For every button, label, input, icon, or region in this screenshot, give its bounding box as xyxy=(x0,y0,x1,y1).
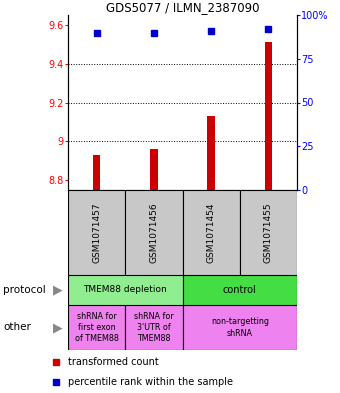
Text: transformed count: transformed count xyxy=(68,357,159,367)
Text: ▶: ▶ xyxy=(53,283,63,296)
Bar xyxy=(207,116,215,190)
Text: GSM1071456: GSM1071456 xyxy=(149,202,158,263)
Bar xyxy=(125,305,183,350)
Bar xyxy=(183,275,297,305)
Bar xyxy=(150,149,158,190)
Bar xyxy=(183,305,297,350)
Bar xyxy=(125,190,183,275)
Text: TMEM88 depletion: TMEM88 depletion xyxy=(83,285,167,294)
Text: non-targetting
shRNA: non-targetting shRNA xyxy=(211,318,269,338)
Text: other: other xyxy=(3,323,31,332)
Bar xyxy=(265,42,272,190)
Bar xyxy=(68,190,125,275)
Text: GSM1071454: GSM1071454 xyxy=(207,202,216,263)
Bar xyxy=(68,275,183,305)
Text: ▶: ▶ xyxy=(53,321,63,334)
Text: shRNA for
3'UTR of
TMEM88: shRNA for 3'UTR of TMEM88 xyxy=(134,312,174,343)
Text: GSM1071457: GSM1071457 xyxy=(92,202,101,263)
Text: percentile rank within the sample: percentile rank within the sample xyxy=(68,377,233,387)
Title: GDS5077 / ILMN_2387090: GDS5077 / ILMN_2387090 xyxy=(106,1,259,14)
Bar xyxy=(68,305,125,350)
Bar xyxy=(183,190,240,275)
Text: protocol: protocol xyxy=(3,285,46,295)
Text: shRNA for
first exon
of TMEM88: shRNA for first exon of TMEM88 xyxy=(75,312,119,343)
Text: control: control xyxy=(223,285,257,295)
Text: GSM1071455: GSM1071455 xyxy=(264,202,273,263)
Bar xyxy=(93,155,100,190)
Bar xyxy=(240,190,297,275)
